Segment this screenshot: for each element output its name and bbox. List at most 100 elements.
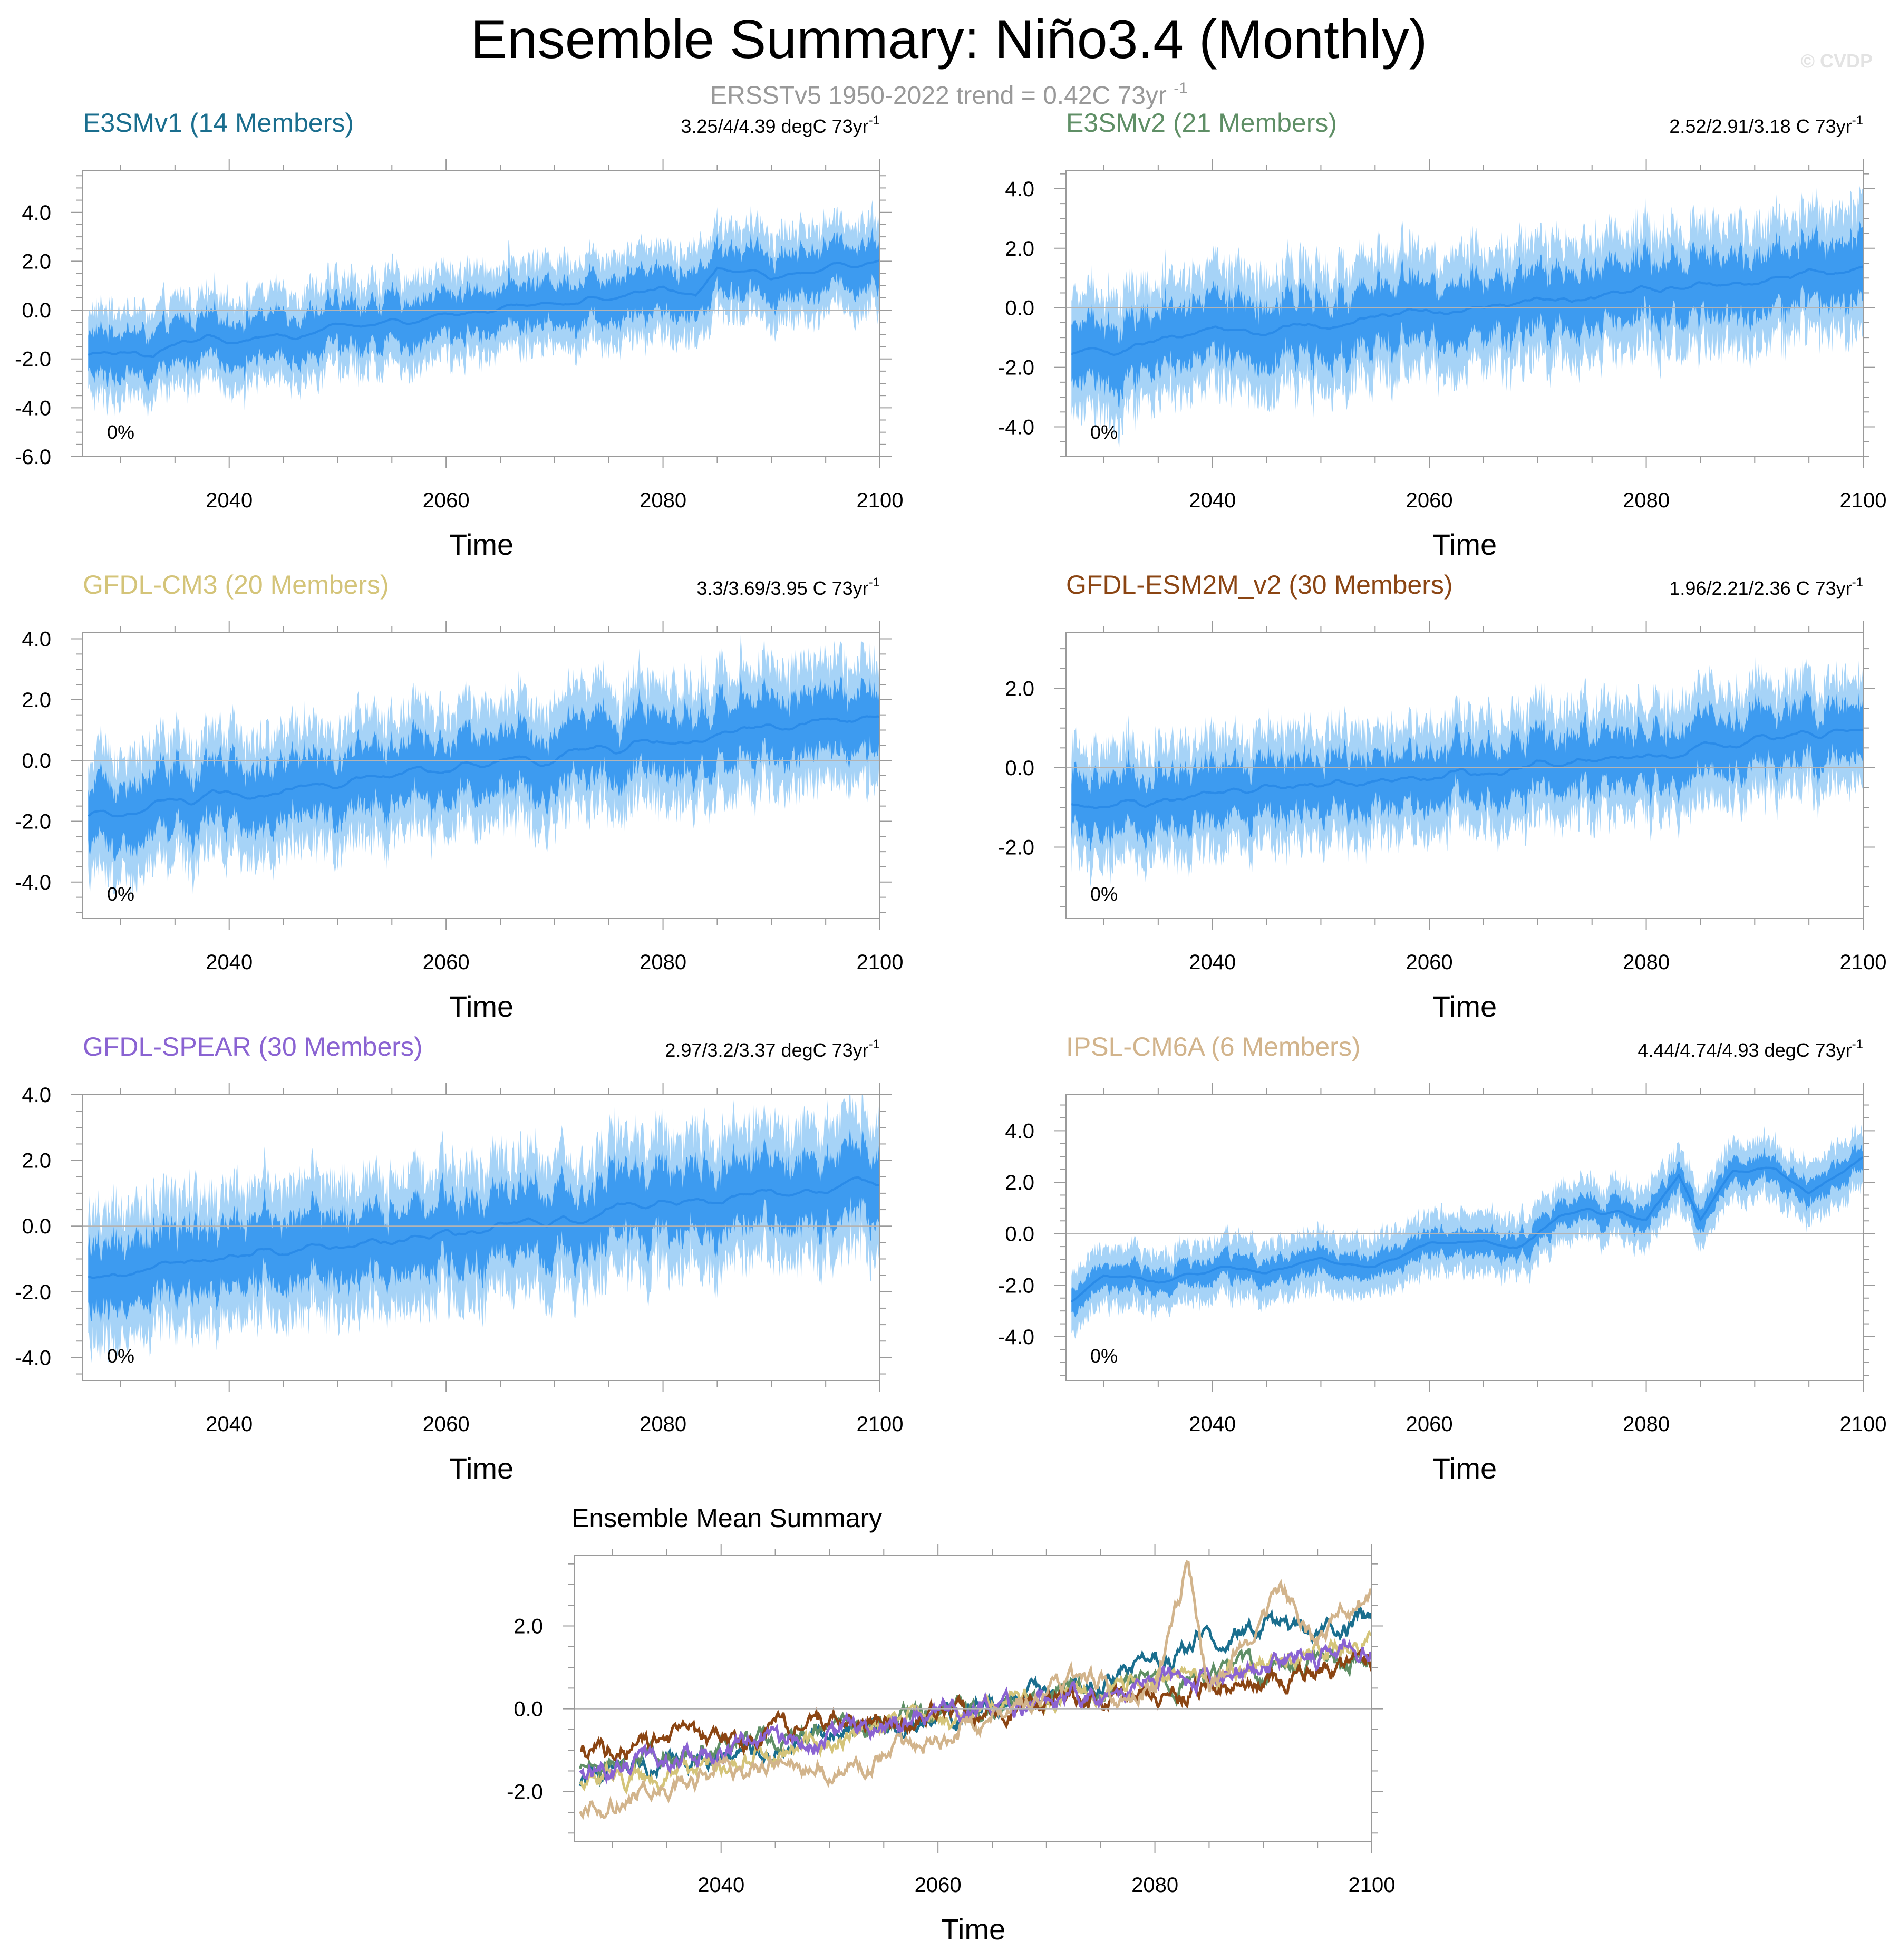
series-line-ipsl-cm6a: [579, 1560, 1372, 1820]
panel-1: 2040 2060 2080 2100 -6.0 -4.0 -2.0 0.0 2.0 4.0 Tim…: [15, 108, 903, 561]
x-tick-label: 2040: [206, 951, 253, 974]
plot-frame: [574, 1555, 1372, 1842]
x-axis-label: Time: [1432, 990, 1497, 1023]
y-tick-label: 0.0: [1005, 757, 1034, 780]
panel-trend-label: 3.3/3.69/3.95 C 73yr-1: [696, 575, 880, 599]
x-tick-label: 2100: [857, 951, 904, 974]
y-tick-label: -6.0: [15, 446, 51, 469]
y-tick-label: 2.0: [22, 1150, 51, 1173]
trend-superscript: -1: [869, 1037, 880, 1051]
percent-label: 0%: [1090, 421, 1118, 443]
x-tick-label: 2080: [1131, 1874, 1178, 1897]
ensemble-interquartile-band: [1071, 1141, 1863, 1318]
y-tick-label: -2.0: [15, 1281, 51, 1304]
panel-plot-area: [1071, 186, 1863, 448]
x-tick-label: 2080: [640, 489, 686, 512]
x-tick-label: 2100: [1840, 1413, 1887, 1436]
panel-3: 2040 2060 2080 2100 -4.0 -2.0 0.0 2.0 4.0 Time GFD…: [15, 570, 903, 1023]
y-tick-label: -4.0: [998, 1326, 1034, 1349]
panel-trend-label: 3.25/4/4.39 degC 73yr-1: [681, 113, 880, 137]
ensemble-mean-line: [1071, 728, 1863, 809]
trend-value: 2.97/3.2/3.37 degC 73yr: [665, 1039, 868, 1061]
y-tick-label: 4.0: [1005, 178, 1034, 201]
trend-superscript: -1: [869, 575, 880, 590]
x-tick-label: 2040: [206, 489, 253, 512]
y-tick-label: 0.0: [22, 1215, 51, 1238]
y-tick-label: -4.0: [15, 397, 51, 420]
ensemble-mean-line: [1070, 1156, 1863, 1303]
x-tick-label: 2060: [423, 489, 470, 512]
y-tick-label: -4.0: [15, 1346, 51, 1369]
x-tick-label: 2100: [1840, 951, 1887, 974]
x-tick-label: 2080: [640, 1413, 686, 1436]
y-tick-label: 4.0: [1005, 1119, 1034, 1143]
y-tick-label: 0.0: [513, 1698, 543, 1721]
panel-title: E3SMv2 (21 Members): [1066, 108, 1337, 138]
panel-plot-area: [1071, 656, 1863, 887]
y-tick-label: -4.0: [15, 871, 51, 894]
y-tick-label: 4.0: [22, 201, 51, 225]
y-tick-label: -2.0: [507, 1781, 543, 1804]
panel-title: GFDL-CM3 (20 Members): [83, 570, 389, 600]
subtitle-text: ERSSTv5 1950-2022 trend = 0.42C 73yr: [710, 82, 1167, 110]
y-tick-label: 0.0: [22, 299, 51, 322]
ensemble-mean-line: [88, 715, 880, 818]
plot-frame: [1065, 170, 1864, 457]
x-tick-label: 2040: [1189, 951, 1236, 974]
watermark-label: © CVDP: [1800, 50, 1873, 72]
x-axis-label: Time: [449, 1452, 513, 1485]
y-tick-label: 2.0: [1005, 1171, 1034, 1194]
panel-title: Ensemble Mean Summary: [571, 1503, 882, 1533]
x-tick-label: 2040: [206, 1413, 253, 1436]
panel-5: 2040 2060 2080 2100 -4.0 -2.0 0.0 2.0 4.0 Time GFD…: [15, 1032, 903, 1485]
x-tick-label: 2100: [1349, 1874, 1396, 1897]
x-tick-label: 2060: [423, 951, 470, 974]
percent-label: 0%: [107, 883, 134, 905]
panel-trend-label: 2.97/3.2/3.37 degC 73yr-1: [665, 1037, 880, 1061]
panel-trend-label: 1.96/2.21/2.36 C 73yr-1: [1669, 575, 1863, 599]
x-tick-label: 2040: [1189, 1413, 1236, 1436]
x-tick-label: 2080: [640, 951, 686, 974]
panels-group: 2040 2060 2080 2100 -6.0 -4.0 -2.0 0.0 2.0 4.0 Tim…: [15, 108, 1886, 1946]
x-tick-label: 2040: [697, 1874, 744, 1897]
figure-subtitle: ERSSTv5 1950-2022 trend = 0.42C 73yr -1: [710, 80, 1188, 110]
ensemble-mean-line: [88, 1176, 880, 1279]
ensemble-range-band: [1071, 1121, 1863, 1339]
y-tick-label: 4.0: [22, 628, 51, 651]
plot-frame: [1065, 1094, 1864, 1381]
y-tick-label: -4.0: [998, 416, 1034, 439]
y-tick-label: -2.0: [15, 348, 51, 371]
y-tick-label: -2.0: [998, 356, 1034, 380]
trend-superscript: -1: [1852, 1037, 1863, 1051]
x-tick-label: 2060: [915, 1874, 962, 1897]
figure-title: Ensemble Summary: Niño3.4 (Monthly): [471, 9, 1428, 70]
trend-value: 3.3/3.69/3.95 C 73yr: [696, 577, 868, 599]
x-tick-label: 2080: [1623, 951, 1670, 974]
percent-label: 0%: [1090, 883, 1118, 905]
x-axis-label: Time: [449, 990, 513, 1023]
panel-2: 2040 2060 2080 2100 -4.0 -2.0 0.0 2.0 4.0 Time E3S…: [998, 108, 1886, 561]
x-tick-label: 2060: [423, 1413, 470, 1436]
ensemble-mean-line: [88, 259, 880, 358]
panel-trend-label: 4.44/4.74/4.93 degC 73yr-1: [1638, 1037, 1863, 1061]
panel-title: GFDL-ESM2M_v2 (30 Members): [1066, 570, 1453, 600]
trend-superscript: -1: [1852, 113, 1863, 128]
panel-title: GFDL-SPEAR (30 Members): [83, 1032, 423, 1061]
y-tick-label: -2.0: [998, 836, 1034, 860]
subtitle-superscript: -1: [1174, 80, 1188, 97]
x-tick-label: 2060: [1406, 1413, 1453, 1436]
x-tick-label: 2040: [1189, 489, 1236, 512]
y-tick-label: 0.0: [22, 749, 51, 773]
trend-value: 2.52/2.91/3.18 C 73yr: [1669, 115, 1852, 137]
x-tick-label: 2100: [857, 1413, 904, 1436]
trend-superscript: -1: [869, 113, 880, 128]
x-tick-label: 2060: [1406, 951, 1453, 974]
series-line-gfdl-spear: [579, 1638, 1372, 1785]
x-axis-label: Time: [1432, 528, 1497, 561]
x-axis-label: Time: [1432, 1452, 1497, 1485]
x-tick-label: 2080: [1623, 489, 1670, 512]
y-tick-label: 0.0: [1005, 1223, 1034, 1246]
percent-label: 0%: [107, 1345, 134, 1367]
panel-ensemble-mean-summary: 2040 2060 2080 2100 -2.0 0.0 2.0 Time Ensemble M…: [507, 1503, 1395, 1946]
